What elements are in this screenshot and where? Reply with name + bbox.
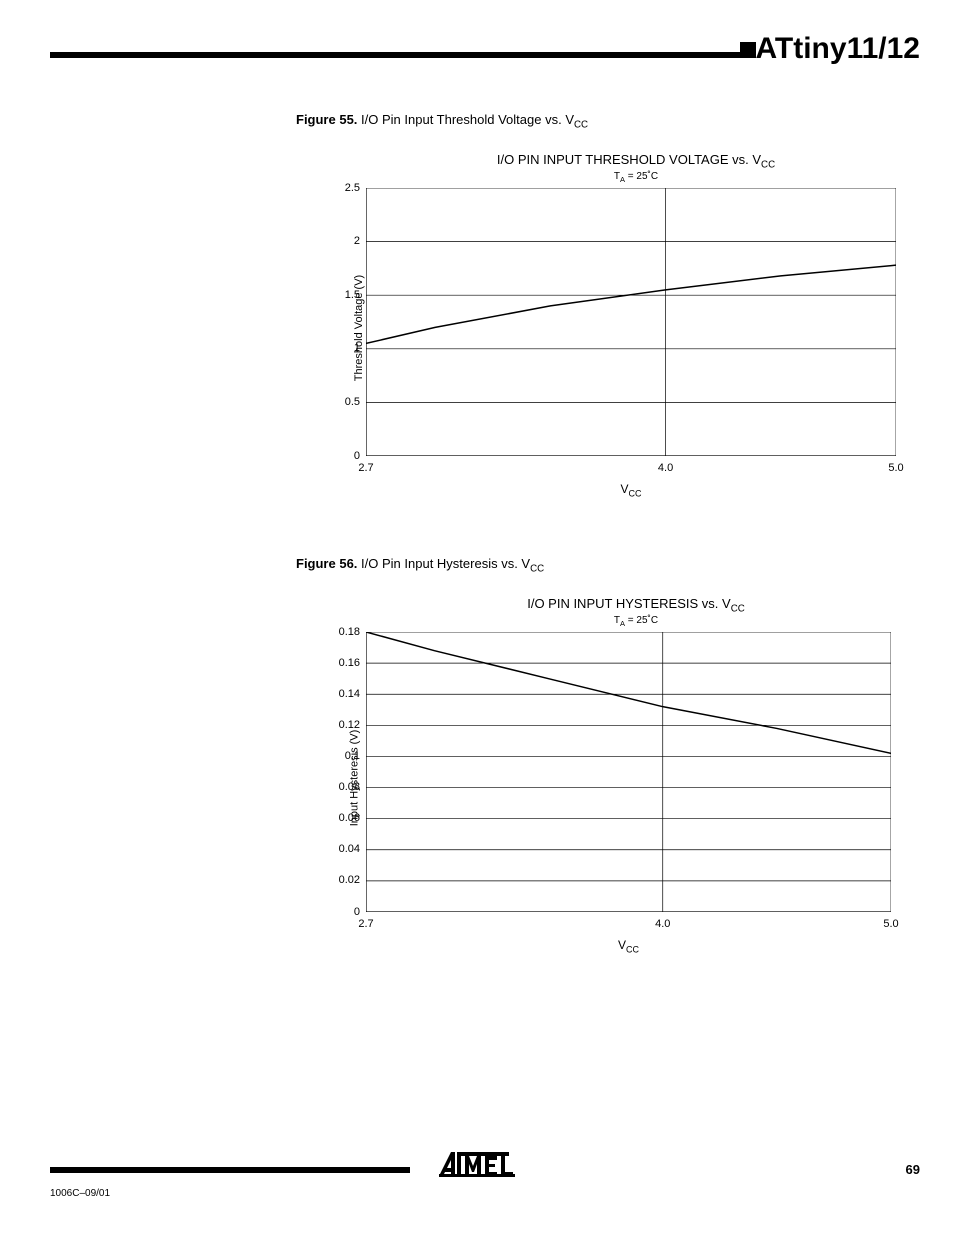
header-rule — [50, 52, 750, 58]
y-tick-label: 0 — [320, 450, 360, 462]
figure55-plot: 00.511.522.52.74.05.0Threshold Voltage (… — [366, 188, 896, 456]
figure56-chart: I/O PIN INPUT HYSTERESIS vs. VCC TA = 25… — [296, 596, 916, 912]
x-tick-label: 5.0 — [888, 462, 903, 474]
y-tick-label: 0.02 — [320, 874, 360, 886]
y-tick-label: 2 — [320, 235, 360, 247]
header-square — [740, 42, 756, 58]
figure56-caption-sub: CC — [530, 564, 544, 575]
figure55-caption: Figure 55. I/O Pin Input Threshold Volta… — [296, 112, 588, 131]
figure56-caption-text: I/O Pin Input Hysteresis vs. V — [361, 556, 530, 571]
y-tick-label: 0.5 — [320, 396, 360, 408]
y-tick-label: 0.04 — [320, 843, 360, 855]
x-tick-label: 4.0 — [655, 918, 670, 930]
y-tick-label: 0 — [320, 906, 360, 918]
figure55-chart-title2: TA = 25˚C — [296, 171, 916, 184]
x-tick-label: 4.0 — [658, 462, 673, 474]
x-tick-label: 5.0 — [883, 918, 898, 930]
footer-rule — [50, 1167, 410, 1173]
figure56-chart-title1: I/O PIN INPUT HYSTERESIS vs. VCC — [296, 596, 916, 615]
x-axis-label: VCC — [620, 482, 641, 498]
y-tick-label: 0.14 — [320, 688, 360, 700]
x-axis-label: VCC — [618, 938, 639, 954]
atmel-logo — [437, 1148, 517, 1185]
figure55-caption-text: I/O Pin Input Threshold Voltage vs. V — [361, 112, 574, 127]
x-tick-label: 2.7 — [358, 918, 373, 930]
figure55-chart-title1: I/O PIN INPUT THRESHOLD VOLTAGE vs. VCC — [296, 152, 916, 171]
figure55-caption-sub: CC — [574, 120, 588, 131]
figure56-caption-prefix: Figure 56. — [296, 556, 357, 571]
y-tick-label: 2.5 — [320, 182, 360, 194]
figure55-caption-prefix: Figure 55. — [296, 112, 357, 127]
y-tick-label: 0.16 — [320, 657, 360, 669]
figure56-chart-title2: TA = 25˚C — [296, 615, 916, 628]
x-tick-label: 2.7 — [358, 462, 373, 474]
document-code: 1006C–09/01 — [50, 1188, 110, 1199]
figure56-caption: Figure 56. I/O Pin Input Hysteresis vs. … — [296, 556, 544, 575]
document-title: ATtiny11/12 — [755, 32, 920, 66]
y-axis-label: Input Hysteresis (V) — [348, 729, 360, 826]
figure56-plot: 00.020.040.060.080.10.120.140.160.182.74… — [366, 632, 891, 912]
y-axis-label: Threshold Voltage (V) — [353, 274, 365, 380]
figure55-chart: I/O PIN INPUT THRESHOLD VOLTAGE vs. VCC … — [296, 152, 916, 456]
page-number: 69 — [906, 1162, 920, 1177]
y-tick-label: 0.18 — [320, 626, 360, 638]
